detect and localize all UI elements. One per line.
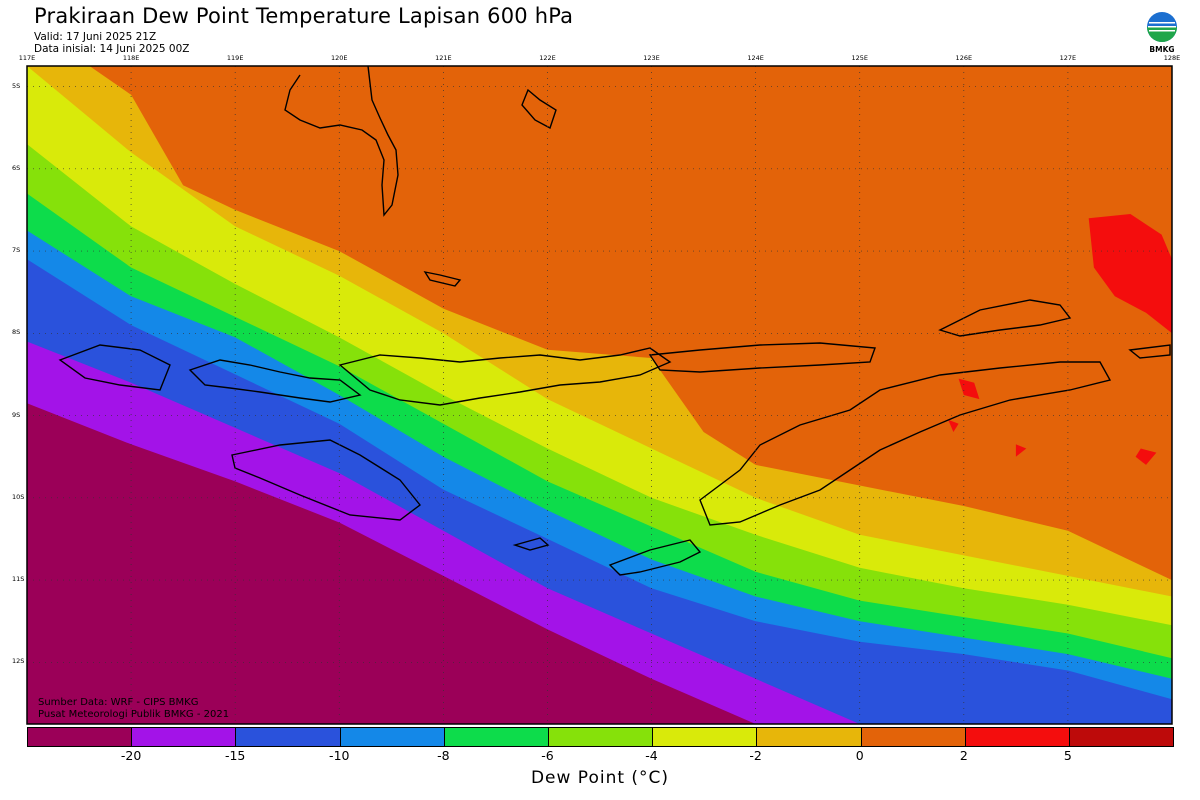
coast-rote	[608, 539, 702, 576]
colorbar-segment	[1069, 728, 1174, 746]
colorbar-tick-label: 2	[959, 748, 968, 763]
colorbar-tick-label: -6	[541, 748, 554, 763]
coast-lombok	[58, 344, 171, 391]
longitude-tick-label: 121E	[435, 54, 452, 62]
latitude-tick-label: 12S	[12, 657, 25, 666]
colorbar-segment	[236, 728, 341, 746]
bmkg-logo-text: BMKG	[1149, 45, 1175, 54]
longitude-tick-label: 119E	[226, 54, 244, 62]
coast-babar	[1128, 344, 1171, 359]
colorbar-tick-label: -4	[645, 748, 658, 763]
colorbar-segment	[861, 728, 966, 746]
longitude-tick-label: 125E	[851, 54, 868, 62]
longitude-tick-label: 127E	[1059, 54, 1077, 62]
coast-buton	[521, 88, 557, 130]
longitude-tick-label: 122E	[539, 54, 556, 62]
dew-point-high-patch	[1015, 444, 1027, 457]
lat-lon-grid	[27, 66, 1172, 724]
colorbar-tick-label: -2	[749, 748, 762, 763]
longitude-tick-label: 117E	[18, 54, 36, 62]
longitude-tick-label: 126E	[955, 54, 973, 62]
longitude-tick-label: 118E	[122, 54, 140, 62]
colorbar-tick-label: 0	[855, 748, 864, 763]
colorbar-tick-label: -20	[120, 748, 142, 763]
dew-point-high-patch	[1088, 214, 1172, 334]
dew-point-high-patch	[948, 419, 959, 432]
colorbar-segment	[965, 728, 1070, 746]
latitude-tick-label: 8S	[12, 328, 21, 337]
colorbar-tick-label: -8	[437, 748, 450, 763]
colorbar-tick-label: 5	[1063, 748, 1072, 763]
colorbar-tick-label: -15	[224, 748, 246, 763]
latitude-tick-label: 7S	[12, 246, 21, 255]
coast-timor	[699, 361, 1112, 526]
colorbar-segment	[444, 728, 549, 746]
coast-sumbawa	[188, 359, 362, 403]
coast-sawu	[512, 537, 550, 551]
coast-selayar	[423, 270, 462, 287]
colorbar	[27, 727, 1174, 747]
colorbar-tick-label: -10	[329, 748, 350, 763]
map-title: Prakiraan Dew Point Temperature Lapisan …	[34, 4, 574, 28]
coast-sumba	[231, 439, 421, 521]
coastlines	[58, 66, 1171, 576]
coast-wetar	[938, 299, 1072, 337]
dew-point-band	[27, 403, 1172, 724]
latitude-tick-label: 11S	[12, 575, 25, 584]
latitude-tick-label: 6S	[12, 163, 21, 172]
map-frame	[26, 65, 1173, 725]
bmkg-logo-icon	[1147, 12, 1177, 42]
data-source-credit: Sumber Data: WRF - CIPS BMKG	[38, 697, 199, 708]
latitude-tick-label: 10S	[12, 492, 25, 501]
valid-time: Valid: 17 Juni 2025 21Z	[34, 31, 157, 43]
coast-flores	[338, 347, 672, 406]
latitude-tick-label: 5S	[12, 81, 21, 90]
coast-sulawesi	[284, 66, 399, 217]
longitude-tick-label: 120E	[331, 54, 348, 62]
colorbar-segment	[548, 728, 654, 746]
colorbar-segment	[757, 728, 862, 746]
organization-credit: Pusat Meteorologi Publik BMKG - 2021	[38, 709, 230, 720]
colorbar-segment	[653, 728, 758, 746]
coast-alor	[648, 342, 876, 373]
colorbar-segment	[340, 728, 445, 746]
latitude-tick-label: 9S	[12, 410, 21, 419]
longitude-tick-label: 124E	[747, 54, 764, 62]
colorbar-segment	[28, 728, 133, 746]
dew-point-high-patch	[958, 378, 980, 400]
longitude-tick-label: 128E	[1163, 54, 1181, 62]
colorbar-units-label: Dew Point (°C)	[530, 768, 670, 788]
longitude-tick-label: 123E	[643, 54, 660, 62]
init-time: Data inisial: 14 Juni 2025 00Z	[34, 43, 190, 55]
colorbar-segment	[132, 728, 237, 746]
dew-point-field	[27, 66, 1172, 724]
dew-point-high-patch	[1135, 448, 1157, 465]
